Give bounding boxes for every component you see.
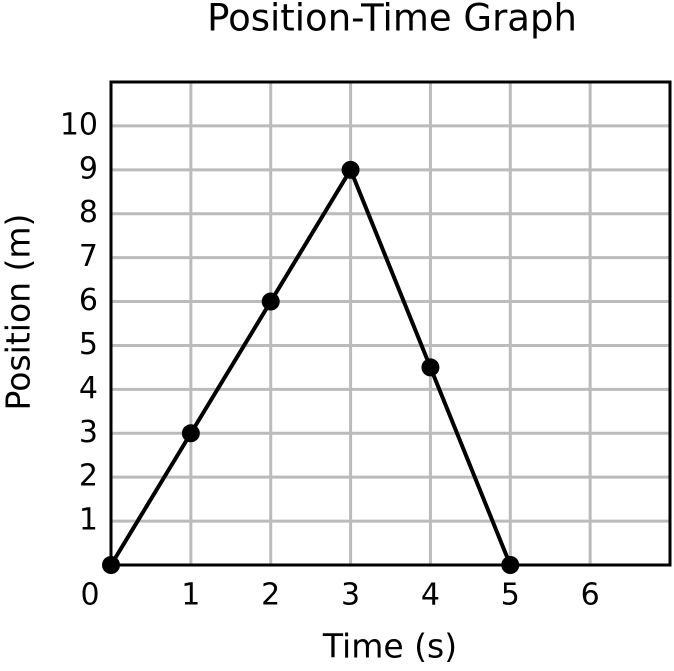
plot-border <box>109 80 672 567</box>
y-axis-label: Position (m) <box>0 214 38 411</box>
data-point <box>261 292 280 311</box>
y-tick-label: 8 <box>79 195 98 230</box>
y-tick-label: 5 <box>79 327 98 362</box>
y-tick-label: 4 <box>79 371 98 406</box>
data-point <box>102 556 120 574</box>
y-tick-label: 2 <box>79 459 98 494</box>
data-point <box>421 358 440 377</box>
data-point <box>501 556 520 574</box>
data-point <box>181 424 200 443</box>
data-line <box>109 165 513 567</box>
x-tick-label: 3 <box>341 578 360 613</box>
x-tick-label: 1 <box>181 578 200 613</box>
chart-title: Position-Time Graph <box>207 0 577 40</box>
y-tick-label: 1 <box>79 503 98 538</box>
y-tick-label: 9 <box>79 151 98 186</box>
x-tick-label: 6 <box>581 578 600 613</box>
y-tick-label: 3 <box>79 415 98 450</box>
data-point <box>341 160 360 179</box>
x-axis-label: Time (s) <box>322 627 457 666</box>
y-tick-label: 7 <box>79 239 98 274</box>
y-tick-label: 6 <box>79 283 98 318</box>
x-tick-label: 4 <box>421 578 440 613</box>
x-tick-label: 2 <box>261 578 280 613</box>
y-tick-label: 10 <box>60 107 98 142</box>
x-tick-label: 5 <box>501 578 520 613</box>
x-tick-label: 0 <box>80 578 99 613</box>
